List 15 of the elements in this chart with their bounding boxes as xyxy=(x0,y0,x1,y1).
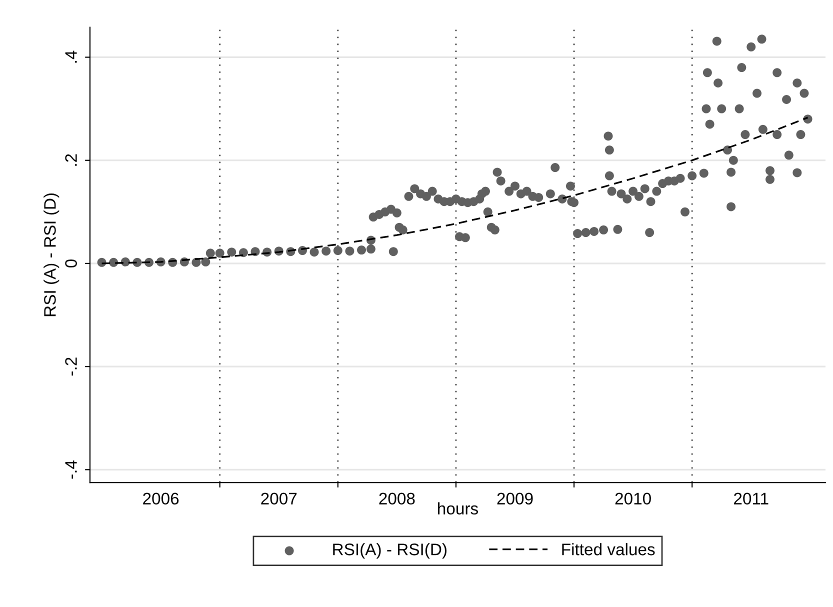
x-tick-label: 2008 xyxy=(379,492,415,505)
y-tick-label: .2 xyxy=(65,154,77,166)
legend-label: Fitted values xyxy=(562,543,655,556)
x-tick-label: 2009 xyxy=(497,492,533,505)
x-tick-label: 2010 xyxy=(615,492,651,505)
y-tick-label: .4 xyxy=(65,50,77,63)
x-tick-label: 2011 xyxy=(734,492,768,505)
y-axis-title: RSI (A) - RSI (D) xyxy=(44,193,60,316)
x-tick-label: 2006 xyxy=(143,492,179,505)
x-tick-label: 2007 xyxy=(261,492,297,505)
y-tick-label: -.4 xyxy=(65,460,77,479)
y-tick-label: 0 xyxy=(65,259,77,268)
legend-label: RSI(A) - RSI(D) xyxy=(333,543,446,559)
y-tick-label: -.2 xyxy=(65,358,77,376)
x-axis-title: hours xyxy=(438,502,478,515)
